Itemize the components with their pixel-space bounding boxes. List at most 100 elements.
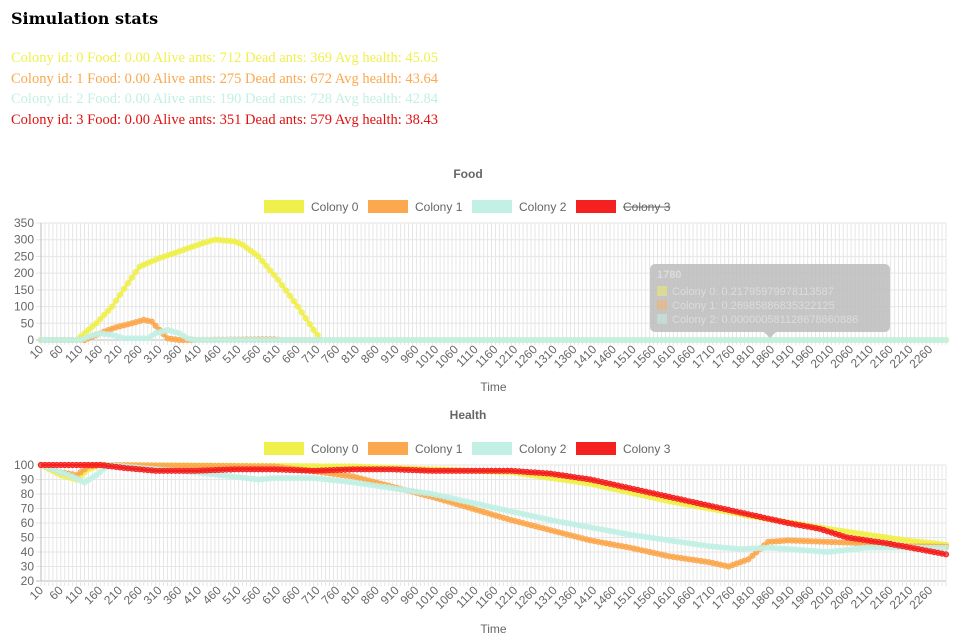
data-point xyxy=(109,303,116,310)
tooltip-swatch xyxy=(657,314,667,324)
data-point xyxy=(89,323,96,330)
food-chart: Food Colony 0 Colony 1 Colony 2 Colony 3 0 50 1… xyxy=(14,167,950,394)
data-point xyxy=(152,322,159,329)
data-point xyxy=(942,544,950,551)
legend-item-3[interactable]: Colony 3 xyxy=(576,442,671,456)
data-point xyxy=(314,331,321,339)
legend-item-2[interactable]: Colony 2 xyxy=(472,200,567,214)
tooltip-swatch xyxy=(657,300,667,310)
data-point xyxy=(251,250,258,257)
legend-swatch xyxy=(264,442,304,455)
data-point xyxy=(749,552,756,559)
data-point xyxy=(259,258,266,265)
legend-item-0[interactable]: Colony 0 xyxy=(264,442,359,456)
page-title: Simulation stats xyxy=(11,9,159,28)
legend-swatch xyxy=(368,200,408,213)
data-point xyxy=(302,315,309,322)
data-point xyxy=(101,311,108,318)
data-point xyxy=(298,309,305,316)
data-point xyxy=(263,262,270,269)
x-axis-title: Time xyxy=(480,380,507,394)
y-tick-label: 100 xyxy=(14,458,34,472)
tooltip-swatch xyxy=(657,286,667,296)
tooltip-box xyxy=(650,264,890,332)
data-point xyxy=(286,292,294,299)
legend-item-2[interactable]: Colony 2 xyxy=(472,442,567,456)
tooltip-line: Colony 0: 0.21795979978113587 xyxy=(672,286,834,298)
data-point xyxy=(239,241,246,248)
series-3 xyxy=(37,461,950,558)
data-point xyxy=(93,320,100,327)
legend-item-0[interactable]: Colony 0 xyxy=(264,200,359,214)
data-point xyxy=(116,291,124,298)
data-point xyxy=(93,472,100,479)
x-tick-label: 2260 xyxy=(907,583,936,612)
y-tick-label: 70 xyxy=(21,502,35,516)
data-point xyxy=(97,468,104,475)
data-point xyxy=(310,326,317,334)
data-point xyxy=(120,285,128,293)
legend-label: Colony 2 xyxy=(519,200,567,214)
data-point xyxy=(132,268,139,276)
y-tick-label: 50 xyxy=(21,316,35,330)
y-tick-label: 60 xyxy=(21,516,35,530)
tooltip-line: Colony 1: 0.26985886835322125 xyxy=(672,300,835,312)
data-point xyxy=(290,298,297,305)
y-tick-label: 250 xyxy=(14,249,34,263)
data-point xyxy=(942,551,950,558)
x-tick-label: 110 xyxy=(62,342,86,366)
data-point xyxy=(113,297,120,304)
tooltip-title: 1780 xyxy=(657,269,681,281)
data-point xyxy=(97,316,104,323)
y-tick-label: 150 xyxy=(14,283,34,297)
data-point xyxy=(105,307,112,314)
data-point xyxy=(745,556,752,563)
legend-swatch xyxy=(576,442,616,455)
legend-label: Colony 3 xyxy=(623,442,671,456)
x-tick-label: 60 xyxy=(47,583,67,603)
data-point xyxy=(279,282,286,289)
data-point xyxy=(294,303,301,310)
colony-stat-1: Colony id: 1 Food: 0.00 Alive ants: 275 … xyxy=(11,70,439,87)
x-tick-label: 60 xyxy=(47,342,67,362)
data-point xyxy=(243,244,250,251)
data-point xyxy=(942,336,950,344)
x-axis-title: Time xyxy=(480,622,507,636)
y-tick-label: 300 xyxy=(14,233,34,247)
legend-item-1[interactable]: Colony 1 xyxy=(368,442,463,456)
data-point xyxy=(271,272,278,279)
data-point xyxy=(282,287,290,294)
tooltip-caret xyxy=(764,332,776,338)
legend-item-3[interactable]: Colony 3 xyxy=(576,200,671,214)
legend-label: Colony 0 xyxy=(311,442,359,456)
legend-swatch xyxy=(576,200,616,213)
legend-swatch xyxy=(472,200,512,213)
y-tick-label: 200 xyxy=(14,266,34,280)
y-tick-label: 100 xyxy=(14,300,34,314)
y-tick-label: 30 xyxy=(21,560,35,574)
data-point xyxy=(255,253,262,260)
series-2 xyxy=(37,326,950,344)
y-tick-label: 40 xyxy=(21,545,35,559)
colony-stat-2: Colony id: 2 Food: 0.00 Alive ants: 190 … xyxy=(11,91,439,107)
data-point xyxy=(128,274,135,281)
data-point xyxy=(275,276,282,283)
data-point xyxy=(124,280,132,287)
y-tick-label: 350 xyxy=(14,216,34,230)
legend-item-1[interactable]: Colony 1 xyxy=(368,200,463,214)
colony-stat-0: Colony id: 0 Food: 0.00 Alive ants: 712 … xyxy=(11,50,439,66)
tooltip-line: Colony 2: 0.000000581128678660886 xyxy=(672,314,858,326)
chart-title: Food xyxy=(453,167,482,181)
legend-label: Colony 1 xyxy=(415,200,463,214)
chart-tooltip: 1780 Colony 0: 0.21795979978113587 Colony … xyxy=(650,264,890,338)
legend-swatch xyxy=(472,442,512,455)
y-tick-label: 0 xyxy=(27,333,34,347)
x-tick-label: 110 xyxy=(62,583,86,607)
y-tick-label: 90 xyxy=(21,473,35,487)
y-tick-label: 50 xyxy=(21,531,35,545)
legend-label: Colony 0 xyxy=(311,200,359,214)
data-point xyxy=(148,318,155,325)
y-tick-label: 80 xyxy=(21,487,35,501)
x-tick-label: 2260 xyxy=(907,342,936,371)
legend-swatch xyxy=(264,200,304,213)
